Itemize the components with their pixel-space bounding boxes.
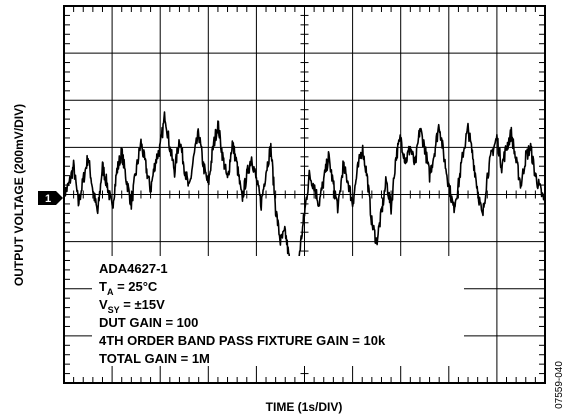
- channel-marker-label: 1: [45, 193, 51, 205]
- annotation-background: [92, 256, 464, 366]
- trace: [63, 111, 546, 283]
- annotation-total-gain: TOTAL GAIN = 1M: [99, 351, 210, 366]
- noise-trace: [63, 111, 546, 283]
- channel-marker: 1: [38, 191, 63, 205]
- annotation-supply: VSY = ±15V: [99, 297, 165, 315]
- annotation-temperature: TA = 25°C: [99, 279, 158, 297]
- annotation-fixture-gain: 4TH ORDER BAND PASS FIXTURE GAIN = 10k: [99, 333, 386, 348]
- x-axis-label: TIME (1s/DIV): [266, 400, 343, 414]
- annotation-box: ADA4627-1 TA = 25°C VSY = ±15V DUT GAIN …: [92, 256, 464, 366]
- annotation-device: ADA4627-1: [99, 261, 168, 276]
- plot-frame: [63, 5, 546, 384]
- y-axis-label: OUTPUT VOLTAGE (200mV/DIV): [12, 104, 26, 286]
- figure-id: 07559-040: [554, 361, 565, 409]
- channel-marker-arrow: [38, 191, 63, 205]
- annotation-dut-gain: DUT GAIN = 100: [99, 315, 198, 330]
- grid-lines: [64, 6, 545, 383]
